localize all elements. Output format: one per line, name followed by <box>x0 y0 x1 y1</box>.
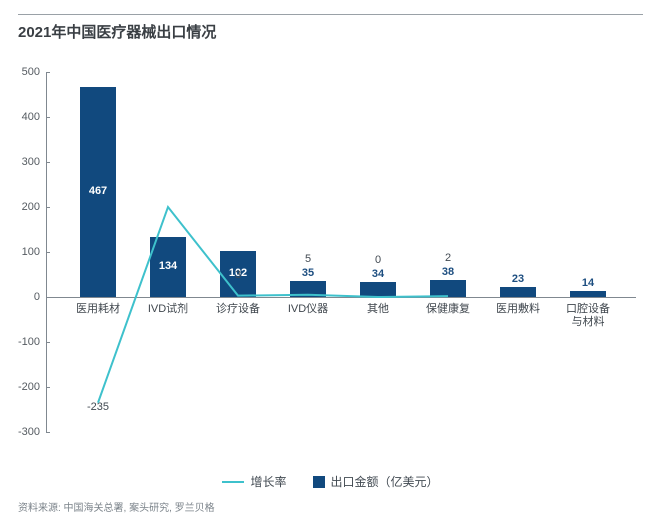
bar-value-label: 134 <box>159 260 177 272</box>
growth-value-label: 3 <box>235 269 241 281</box>
y-tick-label: -300 <box>18 426 40 438</box>
bar <box>500 287 536 297</box>
y-tick-label: -100 <box>18 336 40 348</box>
y-tick <box>46 117 50 118</box>
y-tick <box>46 432 50 433</box>
bar <box>290 281 326 297</box>
y-tick <box>46 162 50 163</box>
x-category-label: 诊疗设备 <box>216 303 260 316</box>
bar-value-label: 34 <box>372 268 384 280</box>
zero-line <box>46 297 636 298</box>
y-tick-label: 200 <box>22 201 40 213</box>
bar-value-label: 14 <box>582 277 594 289</box>
y-tick <box>46 342 50 343</box>
source-note: 资料来源: 中国海关总署, 案头研究, 罗兰贝格 <box>18 499 215 514</box>
bar-value-label: 38 <box>442 266 454 278</box>
legend-export-label: 出口金额（亿美元） <box>331 473 439 490</box>
x-category-label: 医用敷料 <box>496 303 540 316</box>
chart-area: -300-200-1000100200300400500467-235医用耗材1… <box>46 72 636 432</box>
y-tick-label: 100 <box>22 246 40 258</box>
growth-value-label: 2 <box>445 252 451 264</box>
legend-box-icon <box>313 476 325 488</box>
legend-line-icon <box>222 481 244 483</box>
y-tick-label: -200 <box>18 381 40 393</box>
y-tick-label: 400 <box>22 111 40 123</box>
growth-value-label: -235 <box>87 401 109 413</box>
growth-value-label: 5 <box>305 253 311 265</box>
y-tick-label: 0 <box>34 291 40 303</box>
x-category-label: IVD仪器 <box>288 303 328 316</box>
y-tick <box>46 72 50 73</box>
legend: 增长率 出口金额（亿美元） <box>0 473 661 490</box>
bar-value-label: 467 <box>89 185 107 197</box>
y-tick <box>46 387 50 388</box>
bar <box>430 280 466 297</box>
y-tick <box>46 252 50 253</box>
x-category-label: 口腔设备与材料 <box>566 303 610 329</box>
legend-growth-label: 增长率 <box>250 473 286 490</box>
x-category-label: 其他 <box>367 303 389 316</box>
x-category-label: 医用耗材 <box>76 303 120 316</box>
bar-value-label: 35 <box>302 267 314 279</box>
bar <box>360 282 396 297</box>
growth-value-label: 0 <box>375 254 381 266</box>
chart-title: 2021年中国医疗器械出口情况 <box>18 15 643 42</box>
x-category-label: IVD试剂 <box>148 303 188 316</box>
y-tick <box>46 207 50 208</box>
title-container: 2021年中国医疗器械出口情况 <box>18 14 643 42</box>
growth-line <box>46 72 636 432</box>
x-category-label: 保健康复 <box>426 303 470 316</box>
bar-value-label: 23 <box>512 273 524 285</box>
bar <box>570 291 606 297</box>
legend-growth: 增长率 <box>222 473 286 490</box>
legend-export: 出口金额（亿美元） <box>313 473 439 490</box>
y-tick-label: 500 <box>22 66 40 78</box>
y-tick-label: 300 <box>22 156 40 168</box>
